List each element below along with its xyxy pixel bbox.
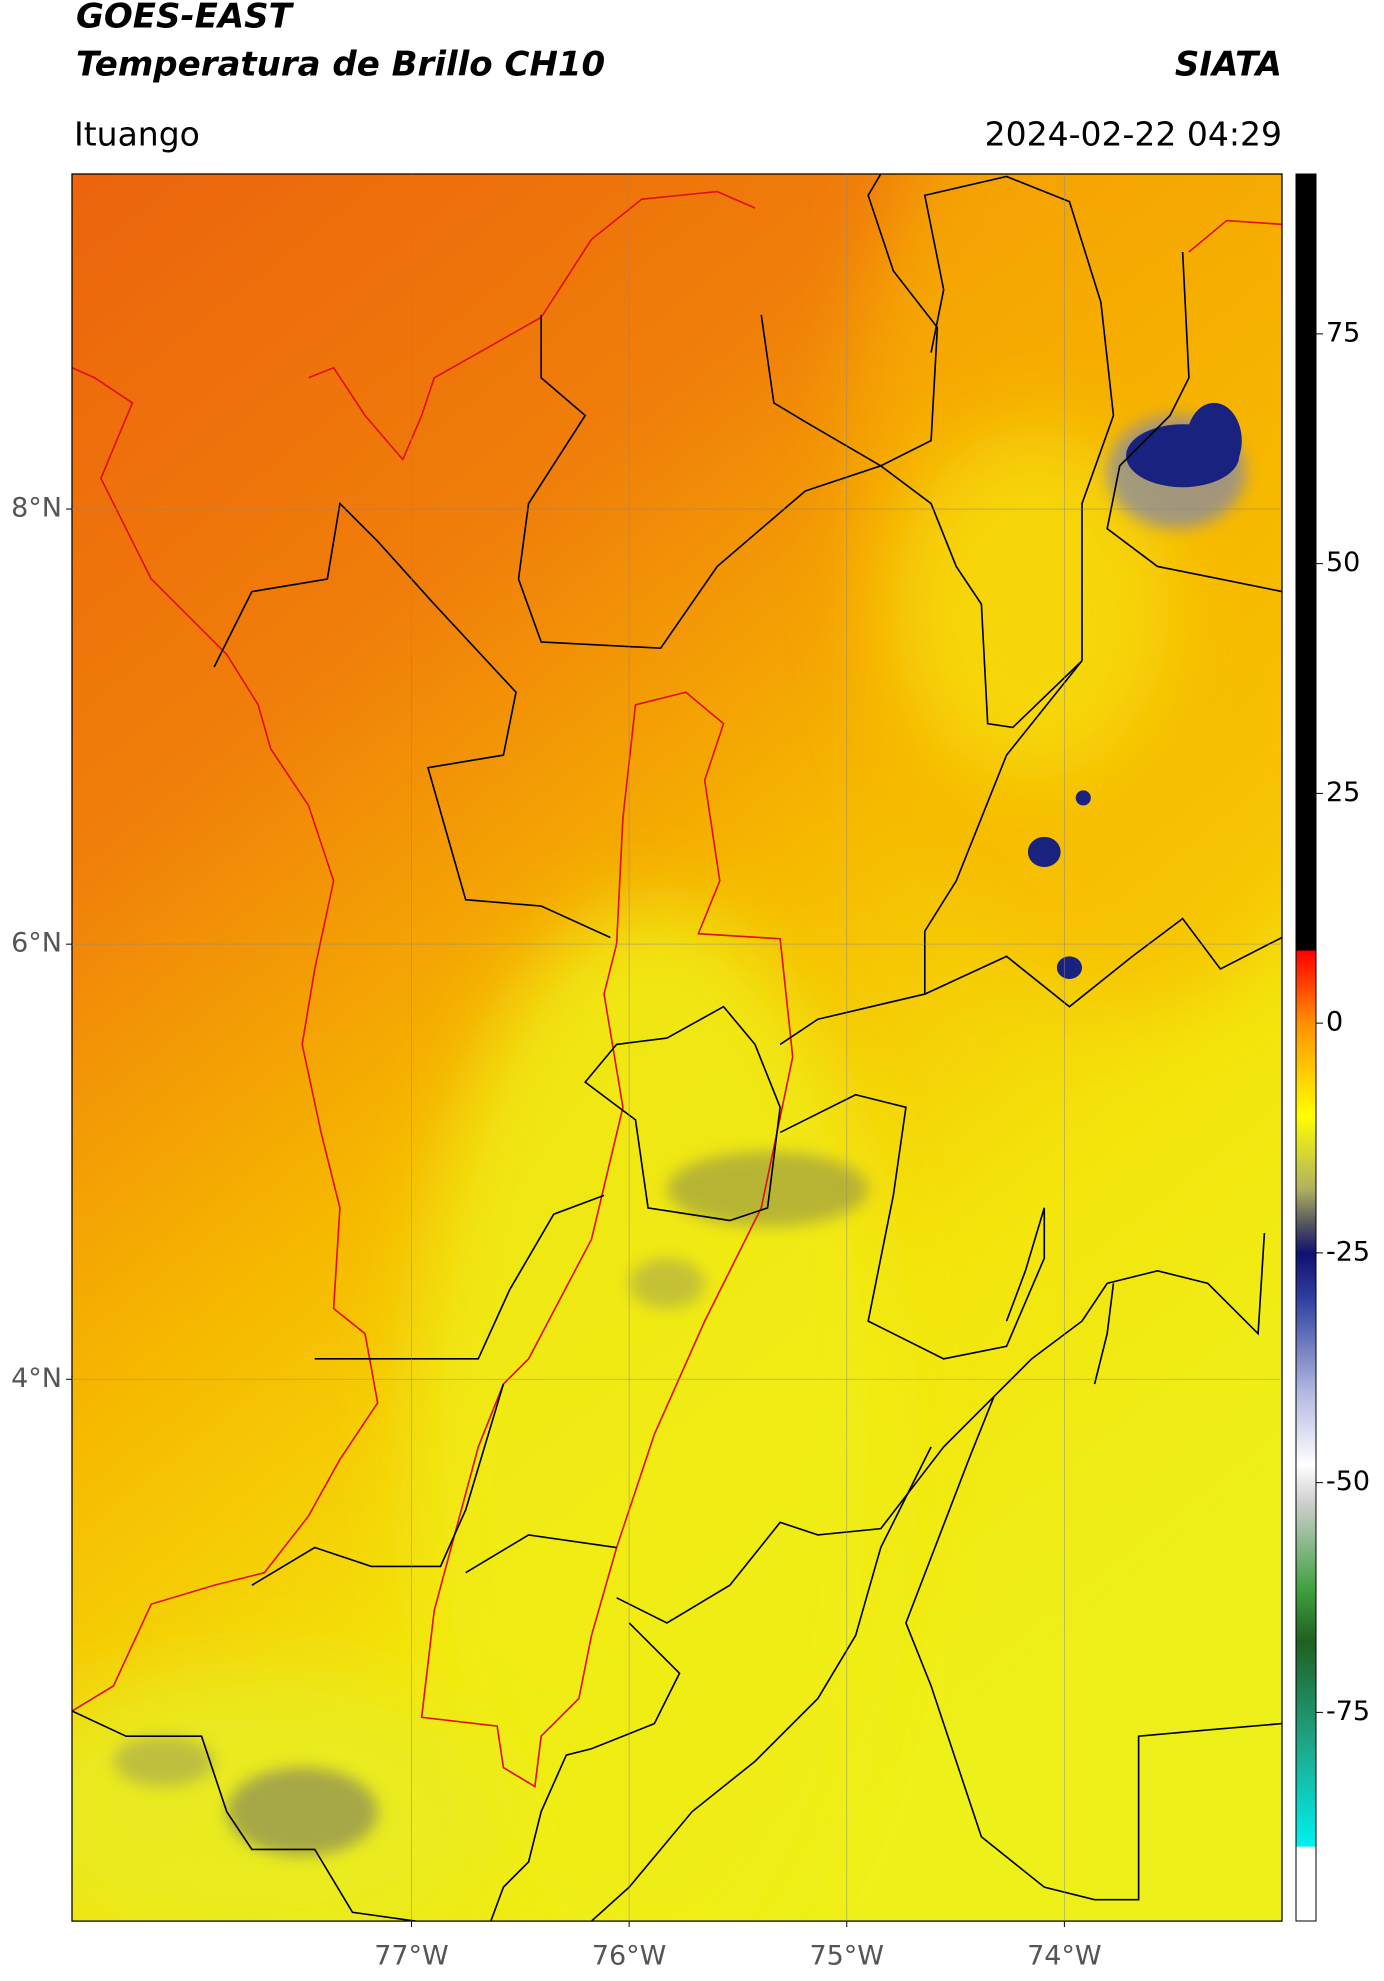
field xyxy=(893,428,1171,781)
datetime: 2024-02-22 04:29 xyxy=(985,115,1282,154)
coastline xyxy=(72,190,1283,1788)
colorbar-tick-label: 0 xyxy=(1326,1007,1343,1038)
cloud xyxy=(113,1736,215,1787)
cloud xyxy=(1056,956,1083,979)
colorbar xyxy=(1295,173,1317,1922)
cloud xyxy=(1027,836,1061,868)
map-frame xyxy=(71,173,1283,1922)
x-tick-label: 76°W xyxy=(592,1941,667,1972)
subtitle: Temperatura de Brillo CH10 xyxy=(76,45,605,85)
y-tick-label: 8°N xyxy=(11,493,62,524)
agency: SIATA xyxy=(1175,45,1282,85)
title: GOES-EAST xyxy=(76,0,295,37)
cloud xyxy=(629,1258,705,1309)
colorbar-tick-label: 25 xyxy=(1326,777,1360,808)
y-tick-label: 4°N xyxy=(11,1363,62,1394)
cloud xyxy=(226,1767,378,1856)
y-tick-label: 6°N xyxy=(11,928,62,959)
borders xyxy=(72,173,1283,1922)
colorbar-tick-label: -50 xyxy=(1326,1466,1370,1497)
cloud xyxy=(1075,790,1091,806)
x-tick-label: 77°W xyxy=(374,1941,449,1972)
colorbar-tick-label: 50 xyxy=(1326,547,1360,578)
x-tick-label: 75°W xyxy=(809,1941,884,1972)
colorbar-tick-label: -75 xyxy=(1326,1696,1370,1727)
cloud xyxy=(1186,402,1242,479)
colorbar-tick-label: 75 xyxy=(1326,317,1360,348)
colorbar-tick-label: -25 xyxy=(1326,1236,1370,1267)
cloud xyxy=(666,1151,869,1227)
x-tick-label: 74°W xyxy=(1027,1941,1102,1972)
location: Ituango xyxy=(74,115,200,154)
